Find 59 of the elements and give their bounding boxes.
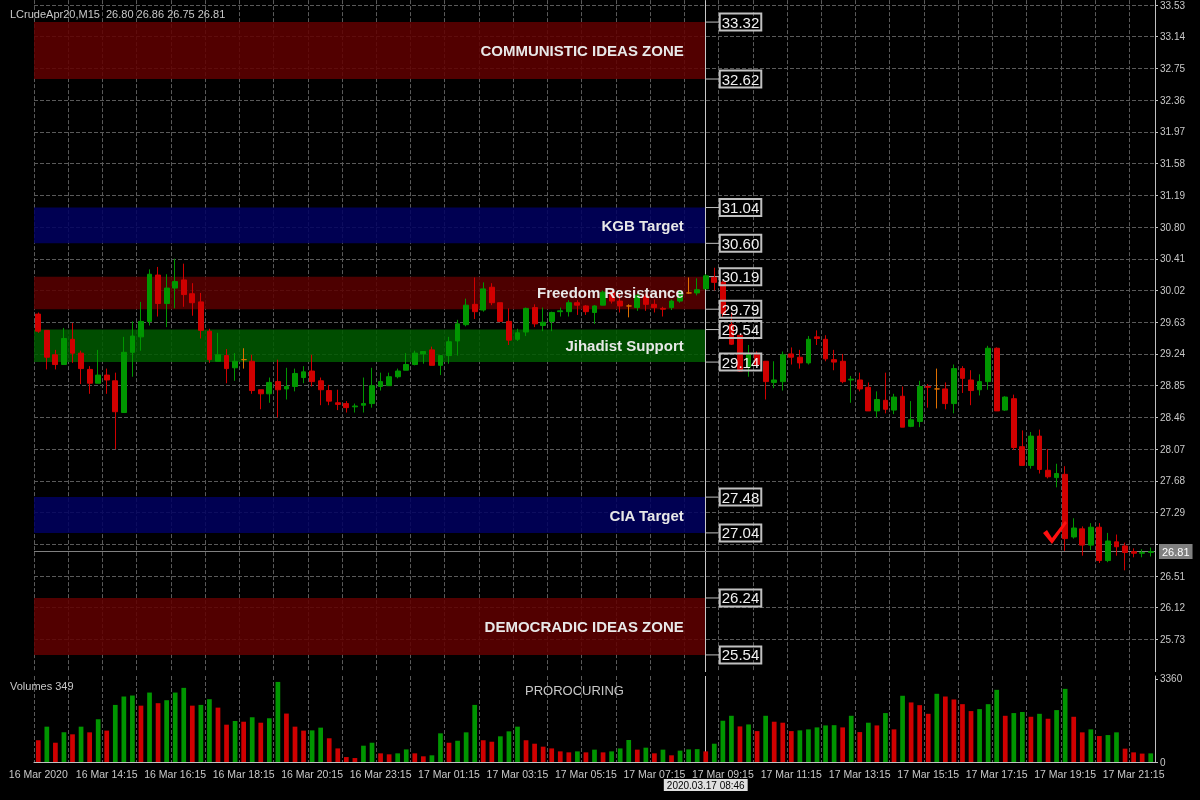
x-tick-label: 16 Mar 18:15 xyxy=(212,767,275,780)
y-tick-label: 32.36 xyxy=(1160,94,1186,106)
x-tick-label: 2020.03.17 08:46 xyxy=(666,779,746,791)
y-tick-label: 31.97 xyxy=(1160,126,1186,138)
y-tick-label: 29.24 xyxy=(1160,348,1186,360)
x-tick-label: 17 Mar 03:15 xyxy=(486,767,549,780)
y-tick-label: 3360 xyxy=(1160,673,1183,685)
x-tick-label: 16 Mar 23:15 xyxy=(349,767,412,780)
annotation: PROROCURING xyxy=(525,683,624,698)
y-tick-label: 33.53 xyxy=(1160,0,1186,11)
y-tick-label: 31.19 xyxy=(1160,189,1186,201)
annotation: 32.62 xyxy=(721,70,760,88)
y-tick-label: 30.41 xyxy=(1160,253,1186,265)
band-label: DEMOCRADIC IDEAS ZONE xyxy=(484,617,684,635)
band-label: CIA Target xyxy=(609,506,684,524)
x-tick-label: 16 Mar 16:15 xyxy=(144,767,207,780)
annotation: 27.04 xyxy=(721,524,760,542)
y-tick-label: 31.58 xyxy=(1160,158,1186,170)
band-label: KGB Target xyxy=(601,216,684,234)
annotation: 27.48 xyxy=(721,488,760,506)
y-tick-label: 33.14 xyxy=(1160,31,1186,43)
x-tick-label: 16 Mar 14:15 xyxy=(75,767,138,780)
y-tick-label: 30.02 xyxy=(1160,285,1186,297)
x-tick-label: 17 Mar 17:15 xyxy=(965,767,1028,780)
x-tick-label: 17 Mar 01:15 xyxy=(418,767,481,780)
x-tick-label: 17 Mar 15:15 xyxy=(897,767,960,780)
annotation: 30.19 xyxy=(721,268,760,286)
band-label: COMMUNISTIC IDEAS ZONE xyxy=(480,42,684,60)
y-tick-label: 27.29 xyxy=(1160,507,1186,519)
chart-title: Volumes 349 xyxy=(10,679,74,692)
text: LCrudeApr20,M15 26.80 26.86 26.75 26.81 xyxy=(10,7,226,20)
x-tick-label: 17 Mar 19:15 xyxy=(1034,767,1097,780)
x-tick-label: 17 Mar 13:15 xyxy=(828,767,891,780)
annotation: 26.24 xyxy=(721,589,760,607)
y-tick-label: 27.68 xyxy=(1160,475,1186,487)
x-tick-label: 17 Mar 07:15 xyxy=(623,767,686,780)
band-label: Jihadist Support xyxy=(565,337,684,355)
x-tick-label: 17 Mar 09:15 xyxy=(691,767,754,780)
y-tick-label: 0 xyxy=(1160,756,1166,768)
band-label: Freedom Resistance xyxy=(537,284,684,302)
ref-line-label: 26.81 xyxy=(1162,545,1190,558)
y-tick-label: 26.51 xyxy=(1160,570,1186,582)
x-tick-label: 17 Mar 11:15 xyxy=(760,767,823,780)
y-tick-label: 30.80 xyxy=(1160,221,1186,233)
x-tick-label: 17 Mar 05:15 xyxy=(555,767,618,780)
y-tick-label: 32.75 xyxy=(1160,62,1186,74)
annotation: 30.60 xyxy=(721,234,760,252)
y-tick-label: 28.46 xyxy=(1160,411,1186,423)
annotation: 33.32 xyxy=(721,13,760,31)
y-tick-label: 29.63 xyxy=(1160,316,1186,328)
annotation: 31.04 xyxy=(721,199,760,217)
y-tick-label: 26.12 xyxy=(1160,602,1186,614)
x-tick-label: 16 Mar 20:15 xyxy=(281,767,344,780)
x-tick-label: 16 Mar 2020 xyxy=(8,767,68,780)
x-tick-label: 17 Mar 21:15 xyxy=(1102,767,1165,780)
y-tick-label: 28.07 xyxy=(1160,443,1186,455)
y-tick-label: 28.85 xyxy=(1160,380,1186,392)
y-tick-label: 25.73 xyxy=(1160,633,1186,645)
annotation: 25.54 xyxy=(721,646,760,664)
